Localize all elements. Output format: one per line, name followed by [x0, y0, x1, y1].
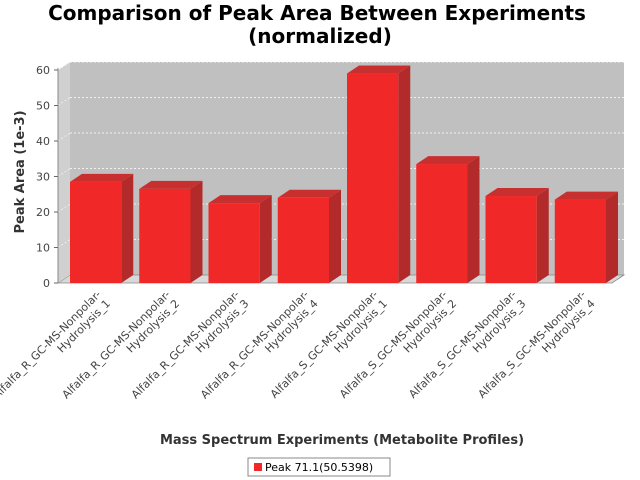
bar-side-7: [536, 188, 549, 283]
legend-swatch: [254, 463, 262, 471]
bar-front-3: [208, 203, 260, 283]
x-axis-label: Mass Spectrum Experiments (Metabolite Pr…: [160, 433, 524, 448]
y-tick-label-60: 60: [36, 64, 50, 77]
gridline-side-20: [57, 203, 71, 213]
bar-3: [208, 195, 272, 283]
bar-side-4: [328, 189, 341, 283]
gridline-side-60: [57, 61, 71, 71]
bar-side-1: [121, 173, 134, 283]
legend-box: [247, 457, 391, 477]
bar-6: [416, 156, 480, 283]
gridline-side-30: [57, 168, 71, 177]
gridline-side-50: [57, 97, 71, 106]
bar-top-8: [554, 191, 618, 200]
y-tick-label-50: 50: [36, 100, 50, 113]
bar-front-7: [485, 196, 537, 283]
bar-front-8: [554, 199, 606, 283]
y-tick-label-20: 20: [36, 206, 50, 219]
bars: [70, 65, 618, 283]
bar-side-6: [467, 156, 480, 283]
bar-top-7: [485, 188, 549, 197]
chart-title-line-1: Comparison of Peak Area Between Experime…: [48, 1, 586, 25]
gridline-side-10: [57, 239, 71, 248]
y-tick-label-10: 10: [36, 242, 50, 255]
bar-7: [485, 188, 549, 283]
bar-top-3: [208, 195, 272, 204]
legend-label: Peak 71.1(50.5398): [265, 461, 373, 474]
bar-4: [277, 189, 341, 283]
y-tick-label-40: 40: [36, 135, 50, 148]
bar-2: [139, 180, 203, 283]
y-tick-labels: 0 10 20 30 40 50 60: [36, 64, 58, 290]
bar-top-1: [70, 173, 134, 182]
bar-top-6: [416, 156, 480, 165]
bar-side-2: [190, 180, 203, 283]
bar-front-6: [416, 164, 468, 283]
legend: Peak 71.1(50.5398): [247, 457, 391, 477]
chart-title-line-2: (normalized): [248, 24, 392, 48]
bar-top-2: [139, 180, 203, 189]
y-axis-label: Peak Area (1e-3): [13, 110, 28, 233]
bar-front-2: [139, 188, 191, 283]
bar-1: [70, 173, 134, 283]
bar-side-8: [605, 191, 618, 283]
bar-side-3: [259, 195, 272, 283]
bar-top-5: [347, 65, 411, 74]
bar-top-4: [277, 189, 341, 198]
x-tick-labels: Alfalfa_R_GC-MS-Nonpolar-Hydrolysis_1Alf…: [0, 288, 598, 411]
y-tick-label-0: 0: [43, 277, 50, 290]
bar-8: [554, 191, 618, 283]
x-tick-label-1: Alfalfa_R_GC-MS-Nonpolar-Hydrolysis_1: [0, 288, 113, 411]
y-tick-label-30: 30: [36, 171, 50, 184]
bar-front-1: [70, 181, 122, 283]
x-tick-label-1-line-1: Alfalfa_R_GC-MS-Nonpolar-: [0, 288, 104, 401]
bar-side-5: [398, 65, 411, 283]
gridline-side-40: [57, 132, 71, 142]
bar-5: [347, 65, 411, 283]
bar-front-4: [277, 197, 329, 283]
plot-left-wall: [58, 62, 70, 283]
bar-front-5: [347, 73, 399, 283]
